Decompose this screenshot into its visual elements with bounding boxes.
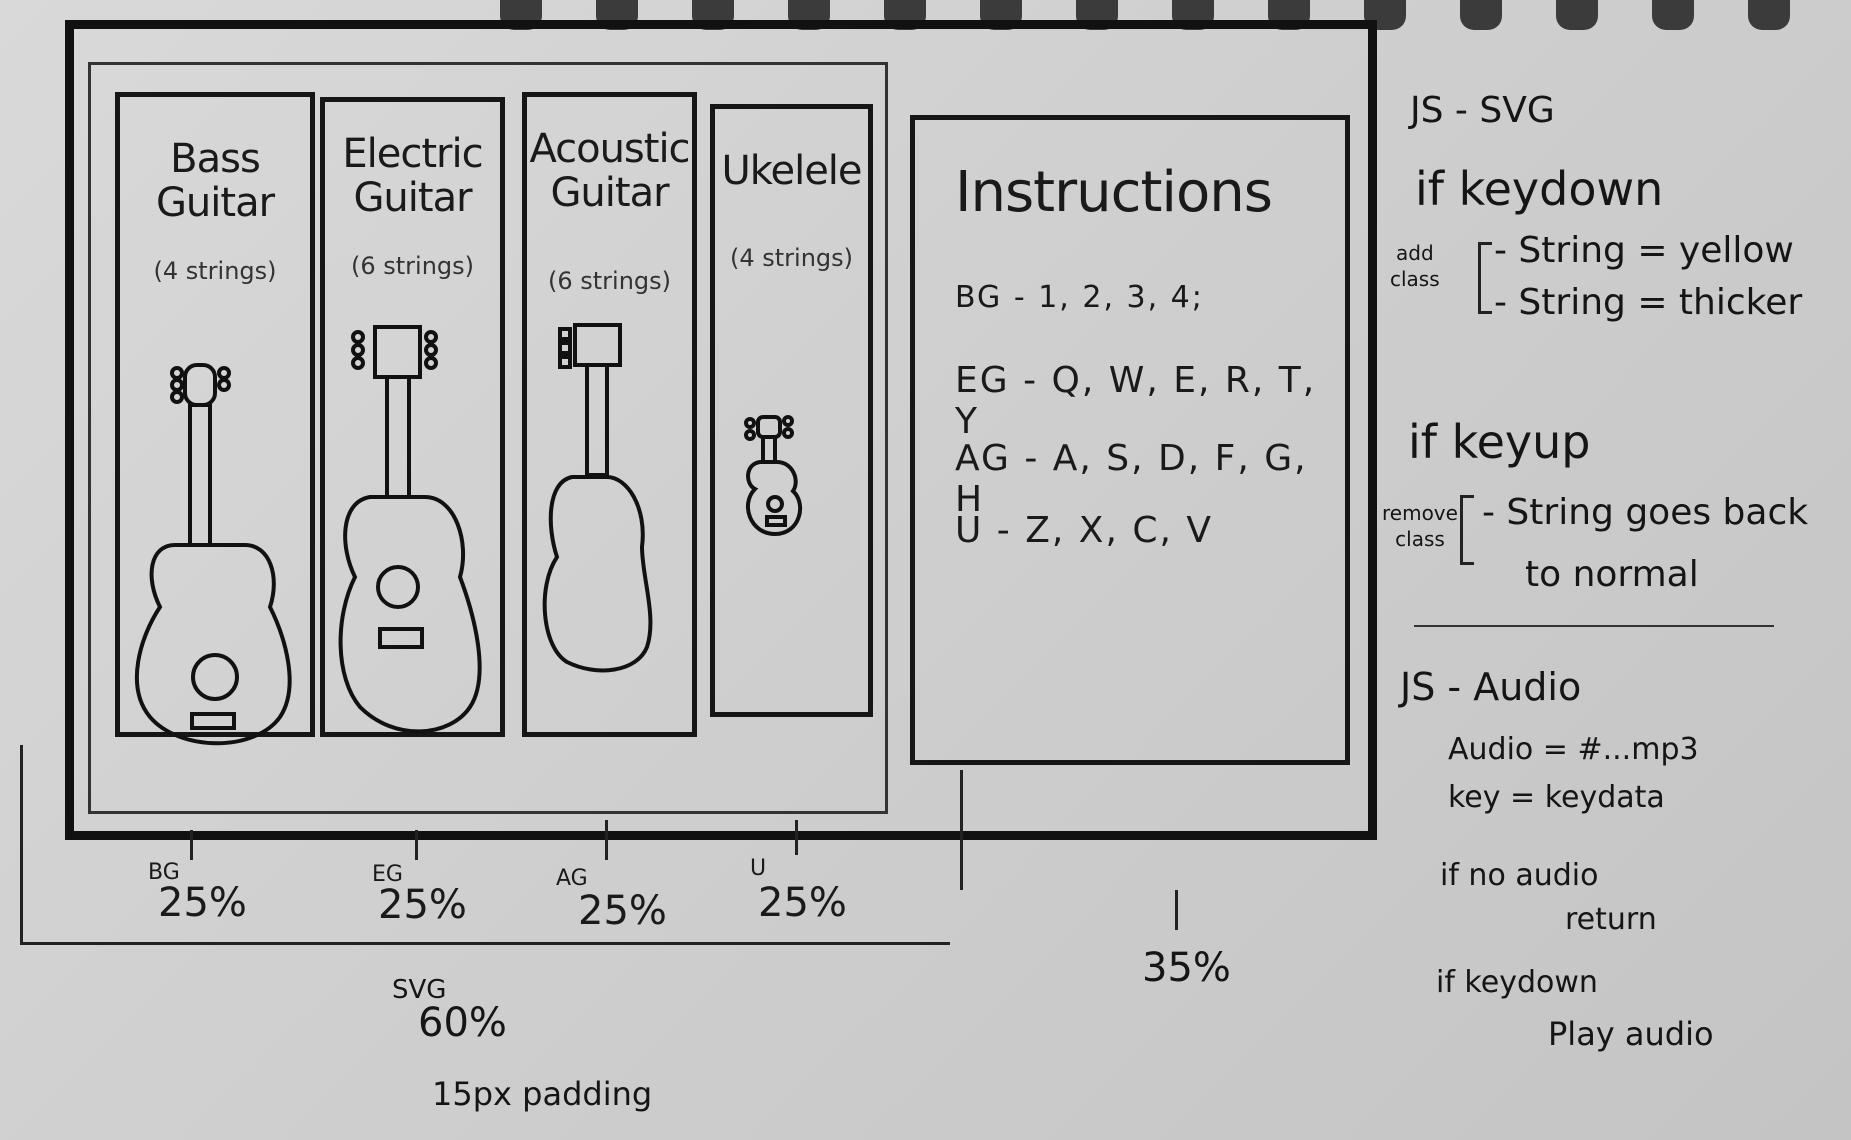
panel-subtitle: (4 strings) xyxy=(153,257,277,285)
note-audio-file: Audio = #...mp3 xyxy=(1448,732,1699,767)
ukelele-icon xyxy=(744,415,803,537)
svg-width-bracket xyxy=(20,745,950,945)
bass-width-label: 25% xyxy=(158,880,247,926)
electric-width-label: 25% xyxy=(378,882,467,928)
note-keydown: if keydown xyxy=(1415,162,1664,216)
instructions-width-label: 35% xyxy=(1142,945,1231,991)
panel-title: Electric Guitar xyxy=(342,131,483,221)
tick-line xyxy=(415,830,418,860)
ukelele-width-label: 25% xyxy=(758,880,847,926)
panel-subtitle: (6 strings) xyxy=(547,267,672,295)
instruction-line-acoustic: AG - A, S, D, F, G, H xyxy=(955,438,1308,520)
note-string-yellow: - String = yellow xyxy=(1494,230,1794,271)
instructions-bracket-line xyxy=(960,770,963,890)
panel-title: Acoustic Guitar xyxy=(529,126,690,216)
note-string-thicker: - String = thicker xyxy=(1494,282,1803,323)
note-divider xyxy=(1414,625,1774,627)
panel-electric-guitar[interactable]: Electric Guitar (6 strings) xyxy=(320,97,505,737)
notebook-hole xyxy=(1748,0,1790,30)
panel-ukelele[interactable]: Ukelele (4 strings) xyxy=(710,104,873,717)
note-if-keydown-audio: if keydown xyxy=(1436,965,1598,1000)
acoustic-abbr: AG xyxy=(556,866,588,891)
electric-abbr: EG xyxy=(372,862,403,887)
svg-label: SVG xyxy=(392,975,447,1005)
note-remove-class: remove class xyxy=(1382,501,1458,551)
note-keyup: if keyup xyxy=(1408,415,1591,469)
tick-line xyxy=(1175,890,1178,930)
electric-guitar-icon xyxy=(338,325,482,734)
panel-title: Ukelele xyxy=(721,148,862,194)
tick-line xyxy=(190,830,193,860)
svg-width-label: 60% xyxy=(418,1000,507,1046)
note-bracket xyxy=(1478,242,1492,314)
notebook-hole xyxy=(1652,0,1694,30)
notebook-hole xyxy=(1556,0,1598,30)
note-js-audio: JS - Audio xyxy=(1400,665,1582,709)
notebook-hole xyxy=(1460,0,1502,30)
padding-label: 15px padding xyxy=(432,1075,653,1113)
tick-line xyxy=(795,820,798,855)
acoustic-width-label: 25% xyxy=(578,888,667,934)
note-key-data: key = keydata xyxy=(1448,780,1665,815)
svg-container-frame xyxy=(88,62,888,814)
note-no-audio: if no audio xyxy=(1440,858,1599,893)
instructions-panel: Instructions BG - 1, 2, 3, 4; EG - Q, W,… xyxy=(910,115,1350,765)
note-add-class: add class xyxy=(1390,241,1440,291)
ukelele-abbr: U xyxy=(750,856,767,881)
panel-acoustic-guitar[interactable]: Acoustic Guitar (6 strings) xyxy=(522,92,697,737)
instruction-line-ukelele: U - Z, X, C, V xyxy=(955,510,1213,551)
note-string-normal: - String goes back xyxy=(1482,492,1809,533)
bass-abbr: BG xyxy=(148,860,180,885)
instructions-title: Instructions xyxy=(955,160,1273,225)
panel-bass-guitar[interactable]: Bass Guitar (4 strings) xyxy=(115,92,315,746)
bass-guitar-icon xyxy=(135,363,292,746)
panel-title: Bass Guitar xyxy=(155,136,275,226)
panel-subtitle: (6 strings) xyxy=(350,252,475,280)
note-play-audio: Play audio xyxy=(1548,1015,1714,1053)
note-to-normal: to normal xyxy=(1525,554,1699,595)
panel-subtitle: (4 strings) xyxy=(729,244,854,272)
note-js-svg: JS - SVG xyxy=(1410,90,1555,131)
note-bracket xyxy=(1460,495,1474,565)
tick-line xyxy=(605,820,608,860)
acoustic-guitar-icon xyxy=(542,323,653,673)
note-return: return xyxy=(1565,902,1657,937)
page-frame xyxy=(65,20,1377,840)
instruction-line-electric: EG - Q, W, E, R, T, Y xyxy=(955,360,1317,442)
instruction-line-bass: BG - 1, 2, 3, 4; xyxy=(955,280,1204,315)
